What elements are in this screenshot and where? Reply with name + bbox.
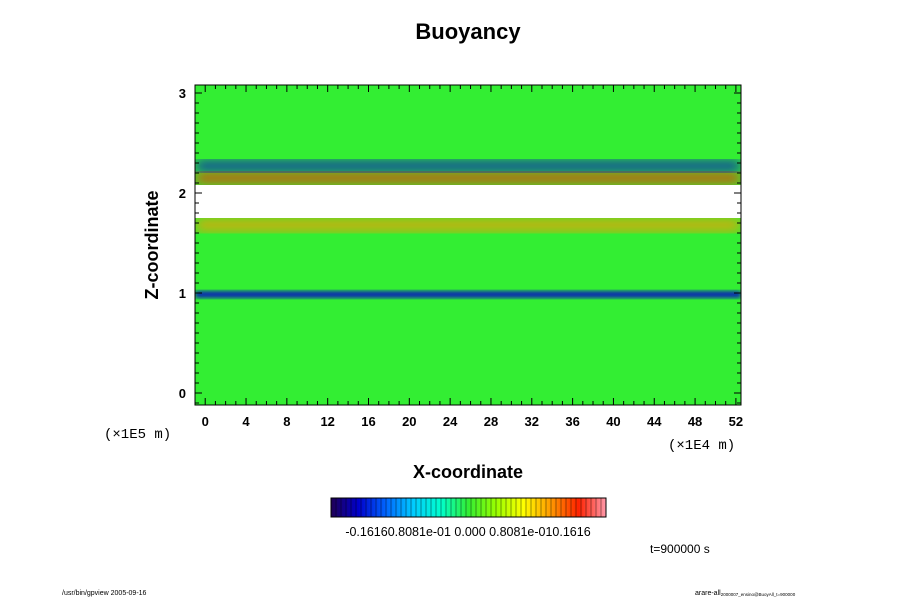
x-tick-label: 20 [402,414,416,429]
chart-title: Buoyancy [415,19,521,44]
x-tick-label: 48 [688,414,702,429]
x-tick-label: 36 [565,414,579,429]
colorbar [330,497,607,518]
x-tick-label: 32 [525,414,539,429]
x-tick-label: 16 [361,414,375,429]
x-tick-label: 28 [484,414,498,429]
heatmap-negative-streak [195,291,741,298]
x-tick-label: 8 [283,414,290,429]
x-tick-label: 52 [729,414,743,429]
colorbar-ticks [330,498,607,517]
x-tick-label: 4 [242,414,250,429]
x-axis: 0 4 8 12 16 20 24 28 32 36 40 44 48 52 [194,85,743,429]
x-tick-label: 12 [320,414,334,429]
footer-right: arare-all2000007_ensino@BuoyAll_t=900000 [695,590,796,597]
heatmap-lower-positive-band [195,219,741,231]
footer-right-sub: 2000007_ensino@BuoyAll_t=900000 [721,592,796,597]
heatmap-upper-positive-band [195,173,741,183]
y-tick-label: 1 [179,286,186,301]
footer-right-main: arare-all [695,590,721,597]
x-tick-label: 44 [647,414,662,429]
colorbar-labels: -0.16160.8081e-01 0.000 0.8081e-010.1616 [345,525,590,539]
time-label: t=900000 s [650,542,710,556]
x-tick-label: 24 [443,414,458,429]
heatmap-upper-negative-band [195,161,741,171]
x-tick-label: 40 [606,414,620,429]
y-tick-label: 3 [179,86,186,101]
x-axis-unit: (×1E4 m) [668,438,735,454]
x-axis-label: X-coordinate [413,462,523,482]
y-axis-label: Z-coordinate [142,190,162,299]
y-axis: 0 1 2 3 [179,86,741,404]
footer-left: /usr/bin/gpview 2005-09-16 [62,590,147,597]
x-tick-label: 0 [202,414,209,429]
heatmap-missing-band [195,185,741,218]
plot-frame [194,84,742,406]
y-axis-unit: (×1E5 m) [104,427,171,443]
y-tick-label: 0 [179,386,186,401]
plot-area [195,85,741,405]
heatmap-background [195,85,741,405]
y-tick-label: 2 [179,186,186,201]
